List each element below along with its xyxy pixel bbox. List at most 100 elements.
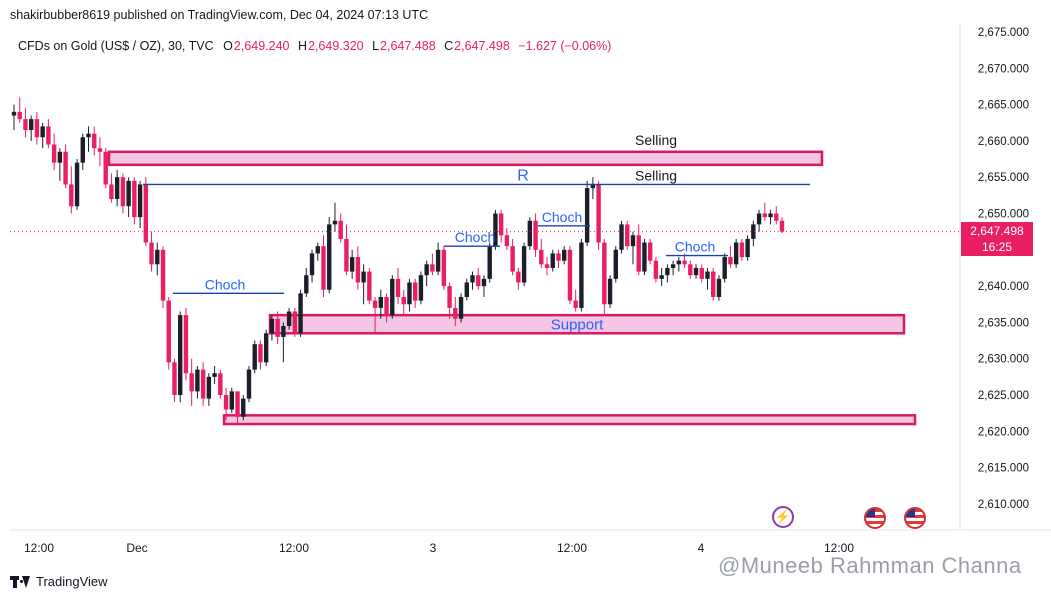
candle-body (263, 333, 269, 363)
candle-body (246, 369, 252, 399)
candle-body (120, 177, 126, 207)
candle-body (143, 184, 149, 243)
author-watermark: @Muneeb Rahmman Channa (718, 553, 1022, 578)
candle-body (733, 242, 739, 265)
candle-body (590, 184, 596, 189)
candle-body (155, 249, 160, 265)
candle-body (476, 275, 481, 287)
candle-body (665, 267, 670, 276)
candle-body (34, 119, 40, 138)
candle-body (584, 188, 590, 243)
candle-body (109, 184, 114, 199)
candle-body (137, 184, 143, 218)
candle-body (441, 249, 447, 287)
candle-body (206, 376, 212, 399)
candle-body (516, 271, 521, 283)
candle-body (470, 275, 475, 283)
candle-body (378, 296, 384, 308)
x-tick-label: 12:00 (24, 541, 54, 555)
open-label: O (223, 39, 233, 53)
candle-body (281, 326, 286, 337)
candle-body (688, 264, 693, 276)
candle-body (670, 264, 676, 268)
symbol-ohlc-row: CFDs on Gold (US$ / OZ), 30, TVC O2,649.… (18, 39, 612, 53)
candle-body (372, 300, 378, 308)
symbol-name[interactable]: CFDs on Gold (US$ / OZ), 30, TVC (18, 39, 214, 53)
candle-body (705, 271, 710, 279)
last-price-tag: 2,647.498 16:25 (961, 222, 1033, 256)
close-value: 2,647.498 (454, 39, 510, 53)
candle-body (57, 151, 63, 163)
x-tick-label: 12:00 (557, 541, 587, 555)
candle-body (602, 242, 607, 305)
candle-body (80, 137, 85, 163)
candle-body (435, 249, 441, 272)
candle-body (498, 213, 504, 236)
candle-body (327, 224, 332, 290)
candle-body (579, 242, 584, 308)
candle-body (23, 119, 28, 131)
candle-body (315, 246, 320, 254)
low-value: 2,647.488 (380, 39, 436, 53)
candle-body (97, 148, 103, 152)
change-value: −1.627 (−0.06%) (518, 39, 612, 53)
candle-body (74, 162, 80, 207)
candle-body (756, 213, 762, 225)
candle-body (355, 257, 361, 283)
candle-body (487, 246, 492, 279)
candle-body (636, 235, 641, 272)
zone-label: Support (551, 316, 604, 333)
lightning-icon[interactable]: ⚡ (772, 506, 794, 528)
candle-body (292, 311, 298, 334)
candle-body (481, 278, 487, 287)
candle-body (384, 296, 389, 316)
candle-body (395, 278, 401, 297)
candle-body (241, 398, 246, 417)
level-label: Choch (455, 229, 495, 245)
candle-body (619, 224, 624, 250)
candle-body (550, 253, 555, 268)
candle-body (349, 257, 355, 272)
candle-body (573, 300, 578, 308)
candle-body (642, 242, 647, 272)
candle-body (745, 238, 750, 258)
candle-body (739, 242, 745, 258)
y-tick-label: 2,610.000 (978, 499, 1029, 511)
candle-body (567, 249, 573, 301)
candle-body (716, 278, 722, 297)
candle-body (693, 267, 699, 276)
x-tick-label: 4 (698, 541, 705, 555)
candle-body (195, 369, 200, 392)
y-tick-label: 2,615.000 (978, 463, 1029, 475)
candle-body (493, 213, 498, 247)
zone-rect (222, 414, 917, 426)
candle-body (189, 373, 194, 392)
candle-body (762, 213, 768, 218)
candle-body (338, 220, 343, 239)
candle-body (768, 213, 773, 218)
us-flag-icon[interactable] (864, 507, 886, 529)
level-label-secondary: Selling (635, 167, 677, 183)
tradingview-logo-icon (10, 575, 30, 588)
x-tick-label: 12:00 (279, 541, 309, 555)
candle-body (46, 126, 51, 145)
us-flag-icon[interactable] (904, 507, 926, 529)
candle-body (332, 220, 338, 225)
y-tick-label: 2,630.000 (978, 354, 1029, 366)
candle-body (544, 264, 550, 268)
y-tick-label: 2,665.000 (978, 100, 1029, 112)
candle-body (178, 315, 183, 395)
candle-body (172, 362, 177, 395)
candle-body (430, 264, 435, 272)
candle-body (63, 151, 68, 185)
candle-body (367, 271, 372, 301)
level-label: Choch (542, 209, 582, 225)
y-tick-label: 2,635.000 (978, 317, 1029, 329)
candle-body (269, 318, 275, 334)
candle-body (304, 275, 309, 294)
candle-body (166, 300, 171, 363)
candle-body (223, 395, 229, 410)
tradingview-footer: TradingView (10, 574, 108, 589)
candle-body (418, 275, 424, 301)
